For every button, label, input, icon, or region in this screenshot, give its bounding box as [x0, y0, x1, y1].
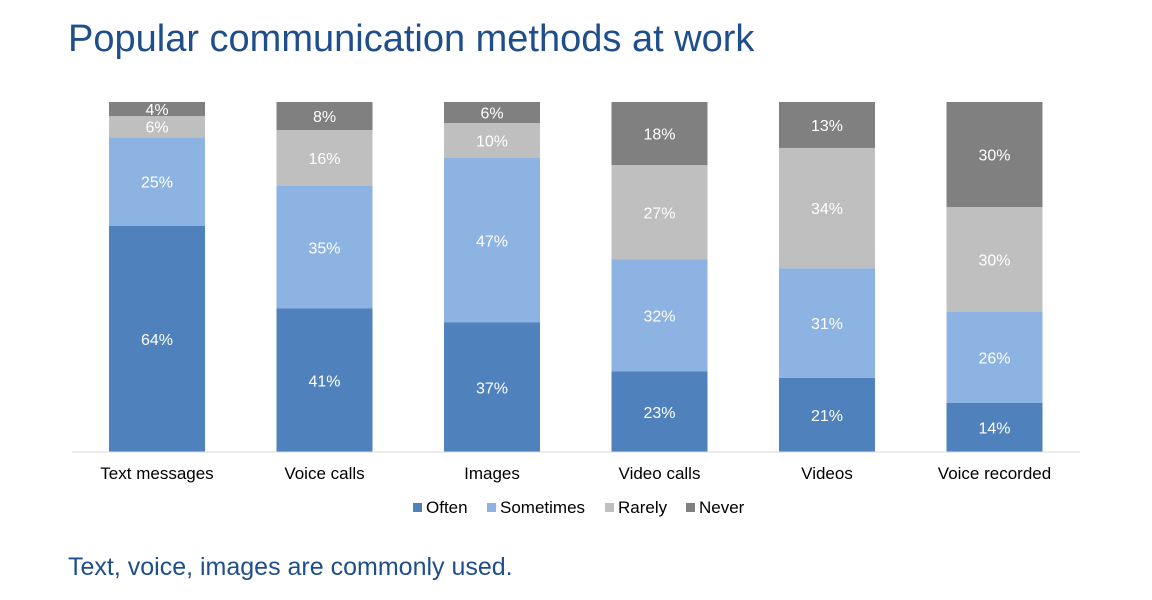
bar-never-1 — [276, 102, 373, 130]
data-label-never-0: 4% — [145, 102, 168, 119]
x-tick-label-3: Video calls — [619, 464, 701, 483]
data-label-never-3: 18% — [643, 127, 675, 144]
bar-sometimes-4 — [779, 268, 875, 378]
bar-sometimes-5 — [946, 312, 1043, 403]
bar-never-5 — [946, 102, 1043, 207]
data-label-rarely-3: 27% — [643, 205, 675, 222]
data-label-sometimes-1: 35% — [308, 240, 340, 257]
x-tick-label-4: Videos — [801, 464, 853, 483]
data-label-rarely-2: 10% — [476, 134, 508, 151]
bar-rarely-0 — [109, 116, 205, 138]
data-label-never-2: 6% — [480, 106, 503, 123]
data-label-rarely-4: 34% — [811, 201, 843, 218]
legend-swatch-never — [686, 503, 695, 512]
bar-sometimes-2 — [444, 158, 540, 323]
data-label-often-5: 14% — [978, 421, 1010, 438]
x-tick-label-0: Text messages — [100, 464, 213, 483]
bar-sometimes-3 — [611, 259, 708, 372]
data-label-never-1: 8% — [313, 109, 336, 126]
bars-layer: 64%25%6%4%41%35%16%8%37%47%10%6%23%32%27… — [109, 102, 1043, 452]
bar-rarely-1 — [276, 130, 373, 186]
legend-label-rarely: Rarely — [618, 498, 668, 517]
bar-rarely-2 — [444, 123, 540, 158]
bar-never-3 — [611, 102, 708, 165]
bar-rarely-5 — [946, 207, 1043, 312]
bar-never-2 — [444, 102, 540, 123]
data-label-never-4: 13% — [811, 118, 843, 135]
legend-swatch-often — [413, 503, 422, 512]
bar-often-2 — [444, 322, 540, 452]
data-label-often-0: 64% — [141, 332, 173, 349]
data-label-rarely-1: 16% — [308, 151, 340, 168]
data-label-rarely-0: 6% — [145, 120, 168, 137]
bar-rarely-3 — [611, 165, 708, 260]
bar-sometimes-0 — [109, 137, 205, 226]
bar-often-1 — [276, 308, 373, 452]
data-label-sometimes-2: 47% — [476, 233, 508, 250]
data-label-often-2: 37% — [476, 380, 508, 397]
x-tick-label-1: Voice calls — [284, 464, 364, 483]
bar-often-5 — [946, 403, 1043, 452]
bar-often-3 — [611, 371, 708, 452]
footer-note: Text, voice, images are commonly used. — [68, 553, 513, 581]
bar-often-0 — [109, 225, 205, 452]
legend-swatch-rarely — [605, 503, 614, 512]
bar-often-4 — [779, 377, 875, 452]
bar-never-4 — [779, 102, 875, 148]
bar-never-0 — [109, 102, 205, 117]
legend-label-never: Never — [699, 498, 745, 517]
data-label-sometimes-3: 32% — [643, 309, 675, 326]
bar-rarely-4 — [779, 147, 875, 269]
stacked-bar-chart: 64%25%6%4%41%35%16%8%37%47%10%6%23%32%27… — [72, 102, 1080, 517]
legend: Often Sometimes Rarely Never — [413, 498, 745, 517]
data-label-often-3: 23% — [643, 405, 675, 422]
data-label-often-1: 41% — [308, 373, 340, 390]
data-label-sometimes-4: 31% — [811, 316, 843, 333]
data-label-sometimes-5: 26% — [978, 351, 1010, 368]
legend-label-often: Often — [426, 498, 468, 517]
x-tick-label-5: Voice recorded — [938, 464, 1051, 483]
x-tick-label-2: Images — [464, 464, 520, 483]
category-labels-layer: Text messages Voice calls Images Video call… — [100, 464, 1051, 483]
chart-title: Popular communication methods at work — [68, 18, 755, 60]
data-label-never-5: 30% — [978, 148, 1010, 165]
legend-label-sometimes: Sometimes — [500, 498, 585, 517]
data-label-often-4: 21% — [811, 408, 843, 425]
legend-swatch-sometimes — [487, 503, 496, 512]
data-label-rarely-5: 30% — [978, 253, 1010, 270]
data-label-sometimes-0: 25% — [141, 175, 173, 192]
bar-sometimes-1 — [276, 186, 373, 309]
